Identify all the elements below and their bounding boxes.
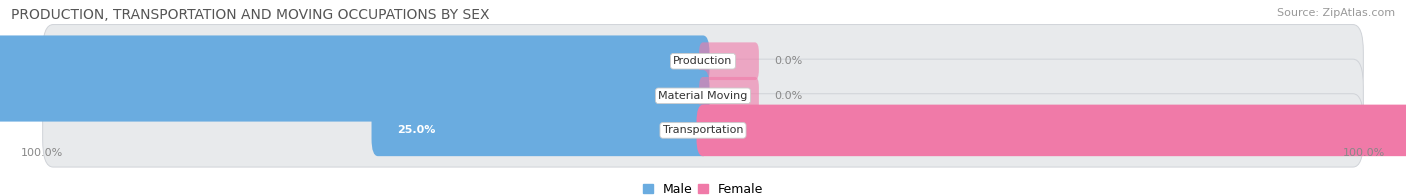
FancyBboxPatch shape (696, 105, 1406, 156)
Text: Source: ZipAtlas.com: Source: ZipAtlas.com (1277, 8, 1395, 18)
Text: 25.0%: 25.0% (398, 125, 436, 135)
FancyBboxPatch shape (0, 35, 710, 87)
Text: PRODUCTION, TRANSPORTATION AND MOVING OCCUPATIONS BY SEX: PRODUCTION, TRANSPORTATION AND MOVING OC… (11, 8, 489, 22)
FancyBboxPatch shape (371, 105, 710, 156)
Text: 100.0%: 100.0% (21, 148, 63, 158)
FancyBboxPatch shape (0, 70, 710, 122)
Legend: Male, Female: Male, Female (643, 183, 763, 196)
FancyBboxPatch shape (699, 42, 759, 80)
Text: Transportation: Transportation (662, 125, 744, 135)
FancyBboxPatch shape (42, 59, 1364, 132)
Text: 100.0%: 100.0% (1343, 148, 1385, 158)
Text: 0.0%: 0.0% (775, 56, 803, 66)
FancyBboxPatch shape (699, 77, 759, 115)
FancyBboxPatch shape (42, 24, 1364, 98)
Text: Material Moving: Material Moving (658, 91, 748, 101)
Text: Production: Production (673, 56, 733, 66)
Text: 0.0%: 0.0% (775, 91, 803, 101)
FancyBboxPatch shape (42, 94, 1364, 167)
